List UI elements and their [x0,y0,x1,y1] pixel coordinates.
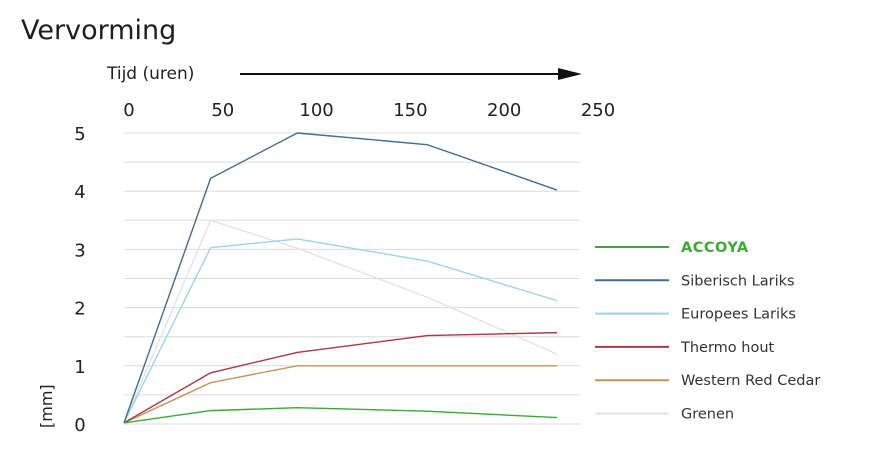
series-line-western-red-cedar [123,365,557,424]
legend-item: Siberisch Lariks [595,273,795,289]
x-tick-label: 50 [211,100,234,121]
legend-label: Grenen [681,407,734,423]
x-tick-label: 0 [123,100,134,121]
y-tick-label: 0 [74,415,85,436]
legend-label: Thermo hout [680,340,775,356]
series-line-thermo-hout [123,331,558,424]
series-line-grenen [123,219,558,424]
series-line-accoya [123,407,558,424]
x-tick-labels: 0 50 100 150 200 250 [123,100,615,121]
legend-item: Grenen [595,407,734,423]
y-tick-label: 2 [74,299,85,320]
x-axis-label: Tijd (uren) [106,64,194,84]
series-lines [123,132,558,424]
legend-item: Thermo hout [595,340,775,356]
legend-label: Siberisch Lariks [681,273,795,289]
legend-item: ACCOYA [595,240,749,256]
chart-title: Vervorming [21,15,176,46]
x-tick-label: 200 [487,100,521,121]
y-tick-label: 3 [74,240,85,261]
legend-item: Western Red Cedar [595,373,820,389]
legend: ACCOYA Siberisch Lariks Europees Lariks The… [595,240,820,423]
x-tick-label: 100 [299,100,333,121]
y-tick-label: 5 [74,124,85,145]
y-tick-label: 4 [74,182,85,203]
series-line-siberisch-lariks [123,132,558,424]
x-tick-label: 150 [393,100,427,121]
y-tick-labels: 0 1 2 3 4 5 [74,124,85,436]
legend-label: Europees Lariks [681,307,796,323]
series-line-europees-lariks [123,238,558,424]
legend-label: ACCOYA [681,240,749,256]
legend-label: Western Red Cedar [681,373,820,389]
y-axis-label: [mm] [37,384,56,428]
x-axis-arrow [240,68,582,80]
legend-item: Europees Lariks [595,307,796,323]
x-tick-label: 250 [581,100,615,121]
y-tick-label: 1 [74,357,85,378]
grid [124,132,580,425]
